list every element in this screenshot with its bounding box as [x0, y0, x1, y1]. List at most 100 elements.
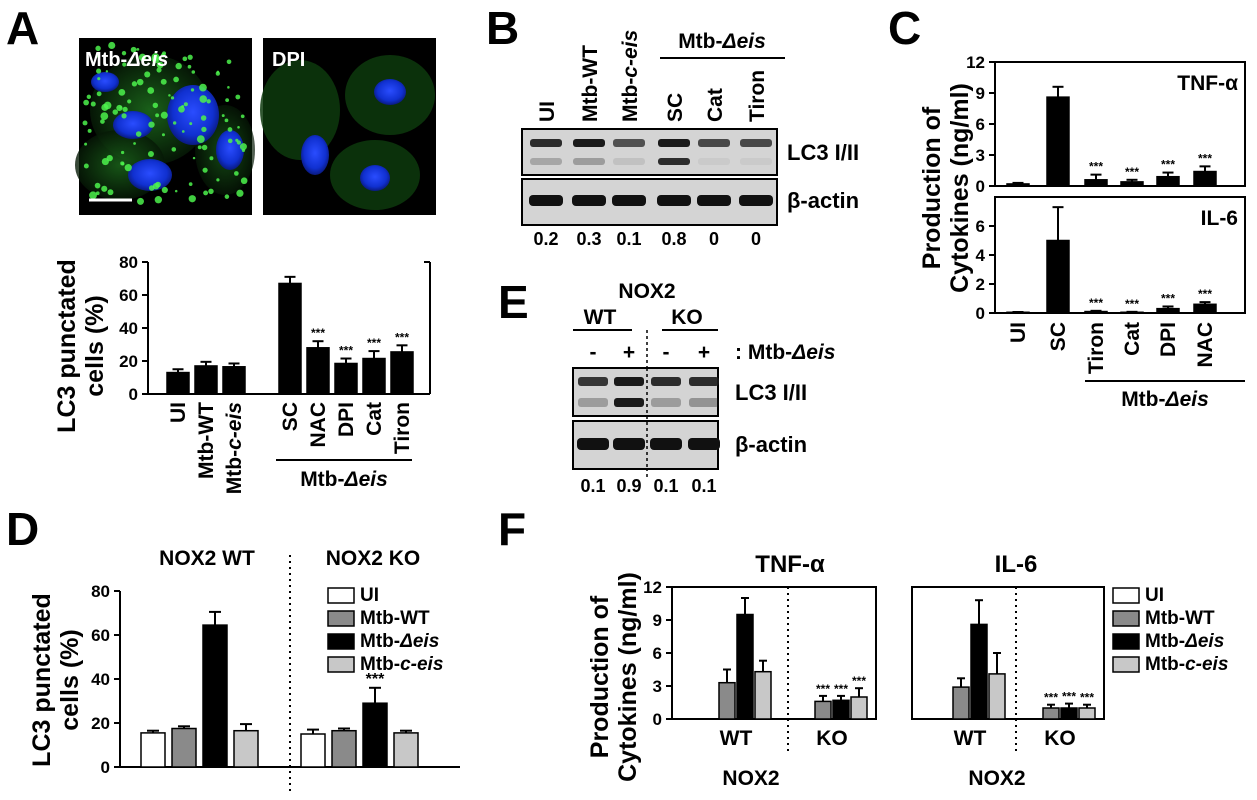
- chart-f-ylabel-line2: Cytokines (ng/ml): [614, 572, 642, 782]
- chart-a-bar: [334, 362, 358, 395]
- chart-a-y-tick-label: 80: [119, 253, 138, 272]
- chart-d-bar: [300, 733, 326, 768]
- chart-f-subplot-title: IL-6: [995, 551, 1038, 578]
- chart-d-title-wt: NOX2 WT: [159, 547, 255, 570]
- micrograph-dpi: DPI: [260, 38, 436, 215]
- lc3-punctum: [175, 62, 182, 70]
- lc3-punctum: [239, 143, 247, 151]
- chart-a-ylabel-line1: LC3 punctated: [53, 259, 81, 433]
- lc3-punctum: [130, 46, 137, 53]
- blot-b-band-lc3i: [740, 139, 772, 147]
- lc3-punctum: [121, 50, 127, 56]
- chart-c-bar: [1084, 179, 1108, 187]
- lc3-punctum: [147, 150, 154, 157]
- chart-c-bar: [1046, 239, 1070, 314]
- chart-a-bar: [390, 351, 414, 395]
- chart-a-category: Mtb-c-eis: [223, 402, 246, 494]
- lc3-punctum: [209, 156, 214, 161]
- chart-a-significance: ***: [367, 336, 381, 350]
- lc3-punctum: [124, 164, 132, 172]
- chart-f-y-tick-label: 6: [653, 644, 662, 663]
- chart-d-bar: [233, 729, 259, 768]
- blot-e-sign: -: [590, 341, 597, 364]
- chart-c-y-tick-label: 0: [976, 304, 985, 323]
- lc3-punctum: [203, 190, 209, 196]
- lc3-punctum: [208, 188, 214, 195]
- legend-d-label: UI: [360, 585, 379, 606]
- chart-c-significance: ***: [1198, 287, 1212, 301]
- chart-a-category: DPI: [335, 402, 358, 437]
- chart-f-bar: [1078, 707, 1096, 720]
- chart-a: LC3 punctated cells (%) 0 20 40 60 80 UI Mtb-W…: [53, 253, 431, 494]
- lc3-punctum: [197, 145, 202, 150]
- chart-c-ylabel-line2: Cytokines (ng/ml): [946, 83, 974, 293]
- blot-e-quant: 0.1: [691, 476, 716, 496]
- chart-f-category: KO: [816, 727, 848, 750]
- chart-a-category: Mtb-WT: [195, 402, 218, 479]
- lc3-punctum: [202, 167, 208, 173]
- lc3-punctum: [173, 76, 179, 83]
- lc3-punctum: [96, 91, 102, 97]
- chart-f-bar: [1060, 707, 1078, 720]
- chart-f-significance: ***: [1062, 690, 1076, 704]
- lc3-punctum: [192, 156, 196, 160]
- lc3-punctum: [136, 48, 140, 51]
- chart-f-y-tick-label: 3: [653, 677, 662, 696]
- blot-e-band-actin: [613, 438, 645, 450]
- chart-f-y-tick-label: 12: [643, 578, 662, 597]
- lc3-punctum: [136, 78, 144, 86]
- chart-a-category: NAC: [307, 402, 330, 448]
- blot-b-band-actin: [529, 195, 563, 206]
- chart-f-category: KO: [1044, 727, 1076, 750]
- legend-f-label: Mtb-c-eis: [1145, 654, 1228, 675]
- chart-f-bar: [970, 623, 988, 720]
- chart-f-category: WT: [720, 727, 753, 750]
- chart-d-bar: [140, 732, 166, 768]
- blot-e-group-ko: KO: [671, 306, 703, 329]
- chart-f-bar: [1042, 707, 1060, 720]
- lc3-punctum: [90, 101, 96, 107]
- chart-a-bar: [362, 357, 386, 395]
- chart-a-category: SC: [279, 402, 302, 431]
- blot-b-quant: 0: [709, 229, 719, 249]
- blot-e-band-lc3ii: [578, 398, 608, 407]
- lc3-punctum: [160, 78, 167, 85]
- lc3-punctum: [187, 64, 192, 69]
- blot-b-band-actin: [612, 195, 646, 206]
- lc3-punctum: [155, 113, 160, 118]
- lc3-punctum: [138, 53, 147, 62]
- chart-a-significance: ***: [339, 344, 353, 358]
- chart-c-bar: [1156, 307, 1180, 314]
- chart-f-y-tick-label: 0: [653, 710, 662, 729]
- chart-c-y-tick-label: 3: [976, 146, 985, 165]
- legend-d-label: Mtb-Δeis: [360, 631, 439, 652]
- lc3-punctum: [144, 71, 151, 78]
- blot-b-band-actin: [657, 195, 691, 206]
- lc3-punctum: [160, 53, 166, 58]
- chart-c: Production of Cytokines (ng/ml) 0 3 6 9 12 TN…: [918, 53, 1246, 411]
- lc3-punctum: [148, 121, 155, 128]
- chart-c-subplot-title: IL-6: [1201, 207, 1238, 230]
- lc3-punctum: [107, 189, 114, 196]
- lc3-punctum: [168, 94, 171, 97]
- chart-d-y-tick-label: 80: [91, 582, 110, 601]
- chart-c-group-label: Mtb-Δeis: [1121, 388, 1209, 411]
- blot-b-band-lc3ii: [658, 158, 690, 165]
- chart-f-frame: [911, 586, 1105, 720]
- chart-a-bar: [166, 371, 190, 395]
- chart-f-bar: [736, 613, 754, 720]
- lc3-punctum: [131, 81, 138, 87]
- lc3-punctum: [234, 171, 239, 176]
- lc3-punctum: [235, 138, 239, 142]
- lc3-punctum: [224, 194, 230, 199]
- chart-c-y-tick-label: 12: [966, 53, 985, 72]
- lc3-punctum: [227, 127, 233, 132]
- chart-c-y-tick-label: 9: [976, 84, 985, 103]
- blot-b-lane-label: Tiron: [746, 70, 769, 122]
- chart-a-group-label: Mtb-Δeis: [300, 468, 388, 491]
- chart-a-y-tick-label: 40: [119, 319, 138, 338]
- lc3-punctum: [224, 118, 229, 123]
- blot-e-header: NOX2: [618, 280, 675, 303]
